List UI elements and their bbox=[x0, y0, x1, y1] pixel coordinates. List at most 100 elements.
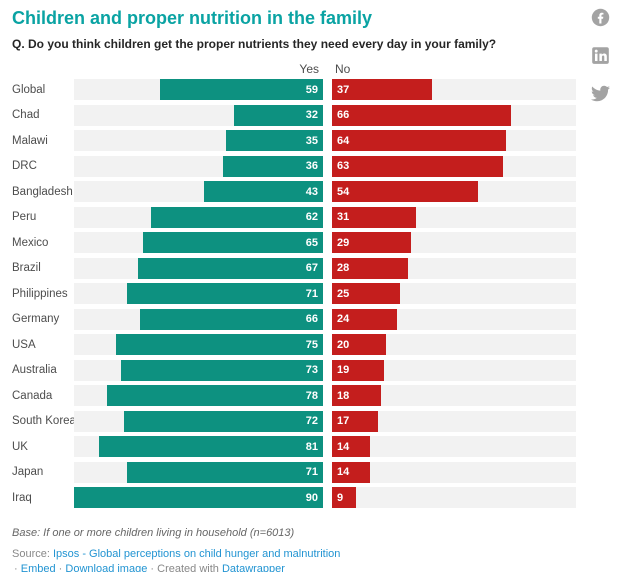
yes-value: 59 bbox=[305, 83, 318, 96]
no-track: 17 bbox=[332, 410, 576, 432]
no-value: 31 bbox=[337, 211, 350, 223]
no-bar: 64 bbox=[332, 130, 506, 151]
column-gap bbox=[323, 461, 332, 483]
country-label: Iraq bbox=[12, 491, 32, 504]
yes-value: 75 bbox=[305, 338, 318, 351]
yes-track: 32 bbox=[74, 104, 323, 126]
yes-bar: 73 bbox=[121, 359, 323, 381]
no-value: 17 bbox=[337, 415, 350, 427]
yes-bar: 59 bbox=[159, 79, 323, 100]
no-track: 31 bbox=[332, 206, 576, 228]
chart-rows: Global 59 37 Chad 32 bbox=[0, 79, 619, 508]
no-value: 63 bbox=[337, 160, 350, 172]
no-value: 14 bbox=[337, 440, 350, 453]
yes-track: 75 bbox=[74, 334, 323, 355]
column-gap bbox=[323, 359, 332, 381]
no-bar: 25 bbox=[332, 283, 400, 304]
yes-bar: 67 bbox=[137, 257, 323, 279]
no-bar: 31 bbox=[332, 206, 417, 228]
no-track: 66 bbox=[332, 104, 576, 126]
chart-row: Peru 62 31 bbox=[0, 206, 619, 228]
column-gap bbox=[323, 181, 332, 202]
page-title: Children and proper nutrition in the fam… bbox=[12, 8, 373, 28]
yes-bar: 71 bbox=[126, 283, 323, 304]
yes-track: 73 bbox=[74, 359, 323, 381]
country-label: Germany bbox=[12, 313, 60, 325]
yes-track: 36 bbox=[74, 155, 323, 177]
column-gap bbox=[323, 385, 332, 406]
country-label: Malawi bbox=[12, 134, 48, 147]
no-value: 64 bbox=[337, 134, 350, 147]
country-label: Chad bbox=[12, 109, 40, 121]
no-bar: 63 bbox=[332, 155, 503, 177]
embed-link[interactable]: Embed bbox=[20, 563, 56, 572]
chart-row: Mexico 65 29 bbox=[0, 232, 619, 253]
yes-bar: 35 bbox=[226, 130, 323, 151]
column-gap bbox=[323, 436, 332, 457]
bullet-separator: · bbox=[14, 563, 18, 572]
no-track: 14 bbox=[332, 461, 576, 483]
column-gap bbox=[323, 232, 332, 253]
no-value: 24 bbox=[337, 313, 350, 325]
chart-row: Australia 73 19 bbox=[0, 359, 619, 381]
base-note: Base: If one or more children living in … bbox=[12, 527, 295, 539]
country-label: UK bbox=[12, 440, 28, 453]
yes-value: 35 bbox=[305, 134, 318, 147]
column-gap bbox=[323, 410, 332, 432]
bullet-separator: · bbox=[58, 563, 63, 572]
chart-row: Global 59 37 bbox=[0, 79, 619, 100]
bullet-separator: · bbox=[150, 563, 155, 572]
no-track: 25 bbox=[332, 283, 576, 304]
country-label: DRC bbox=[12, 160, 37, 172]
no-value: 14 bbox=[337, 466, 350, 478]
yes-track: 90 bbox=[74, 487, 323, 508]
no-track: 37 bbox=[332, 79, 576, 100]
yes-bar: 36 bbox=[223, 155, 323, 177]
country-label: Brazil bbox=[12, 262, 41, 274]
column-gap bbox=[323, 308, 332, 330]
yes-bar: 78 bbox=[107, 385, 323, 406]
no-track: 64 bbox=[332, 130, 576, 151]
no-bar: 9 bbox=[332, 487, 357, 508]
column-gap bbox=[323, 79, 332, 100]
country-label: Japan bbox=[12, 466, 44, 478]
source-link[interactable]: Ipsos - Global perceptions on child hung… bbox=[52, 548, 341, 560]
yes-bar: 75 bbox=[115, 334, 323, 355]
chart-row: USA 75 20 bbox=[0, 334, 619, 355]
yes-track: 81 bbox=[74, 436, 323, 457]
column-gap bbox=[323, 487, 332, 508]
yes-bar: 66 bbox=[140, 308, 323, 330]
no-track: 18 bbox=[332, 385, 576, 406]
no-bar: 19 bbox=[332, 359, 384, 381]
datawrapper-link[interactable]: Datawrapper bbox=[221, 563, 285, 572]
linkedin-icon[interactable] bbox=[591, 46, 610, 65]
no-value: 66 bbox=[337, 109, 350, 121]
no-value: 9 bbox=[337, 491, 344, 504]
column-gap bbox=[323, 206, 332, 228]
chart-row: Iraq 90 9 bbox=[0, 487, 619, 508]
chart-row: Malawi 35 64 bbox=[0, 130, 619, 151]
no-value: 25 bbox=[337, 287, 350, 300]
no-track: 63 bbox=[332, 155, 576, 177]
no-bar: 66 bbox=[332, 104, 511, 126]
no-track: 19 bbox=[332, 359, 576, 381]
yes-value: 78 bbox=[305, 389, 318, 402]
no-value: 37 bbox=[337, 83, 350, 96]
chart-row: Brazil 67 28 bbox=[0, 257, 619, 279]
facebook-icon[interactable] bbox=[591, 8, 610, 27]
twitter-icon[interactable] bbox=[591, 84, 610, 103]
social-share-bar bbox=[591, 8, 610, 103]
no-value: 54 bbox=[337, 185, 350, 198]
country-label: Peru bbox=[12, 211, 37, 223]
yes-bar: 32 bbox=[234, 104, 323, 126]
yes-value: 72 bbox=[305, 415, 318, 427]
yes-value: 65 bbox=[305, 236, 318, 249]
yes-value: 32 bbox=[305, 109, 318, 121]
yes-value: 67 bbox=[305, 262, 318, 274]
no-bar: 54 bbox=[332, 181, 479, 202]
yes-bar: 72 bbox=[123, 410, 323, 432]
chart-row: Philippines 71 25 bbox=[0, 283, 619, 304]
download-image-link[interactable]: Download image bbox=[65, 563, 148, 572]
yes-track: 35 bbox=[74, 130, 323, 151]
yes-value: 36 bbox=[305, 160, 318, 172]
